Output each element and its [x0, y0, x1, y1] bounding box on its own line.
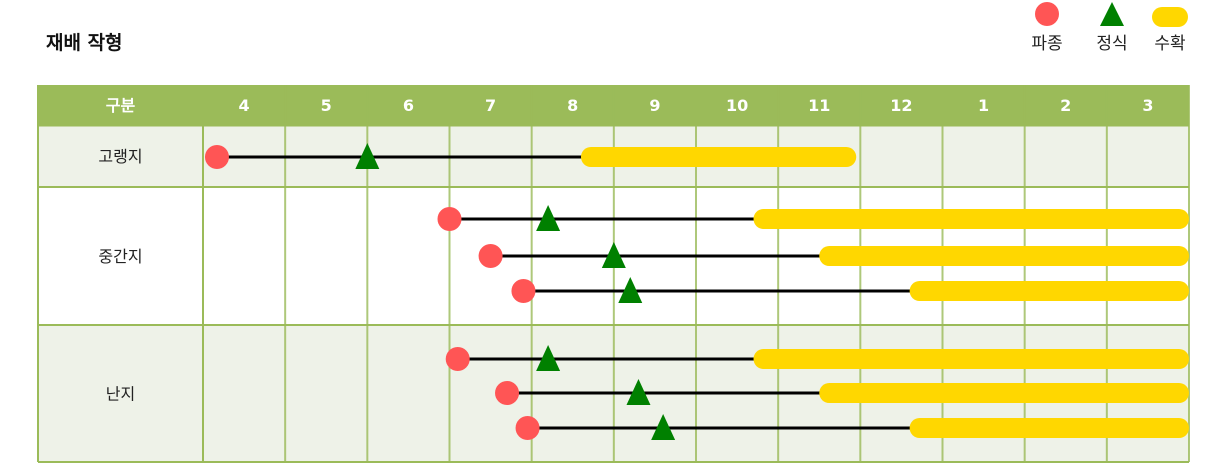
legend-harvest-icon — [1152, 7, 1188, 27]
harvest-bar — [819, 383, 1189, 403]
transplant-marker — [651, 414, 676, 440]
transplant-marker — [601, 242, 626, 268]
sow-marker — [204, 145, 229, 169]
sow-marker — [478, 244, 503, 268]
harvest-bar — [580, 147, 857, 167]
harvest-bar — [909, 281, 1189, 301]
sow-marker — [437, 207, 462, 231]
month-label-11: 11 — [808, 96, 830, 115]
month-label-4: 4 — [239, 96, 250, 115]
transplant-marker — [355, 143, 380, 169]
harvest-bar — [909, 418, 1189, 438]
row-label: 중간지 — [98, 247, 142, 266]
sow-marker — [495, 381, 520, 405]
chart-title: 재배 작형 — [46, 32, 123, 54]
month-label-12: 12 — [890, 96, 912, 115]
legend-sow-icon — [1035, 2, 1059, 26]
month-label-7: 7 — [485, 96, 496, 115]
month-label-9: 9 — [649, 96, 660, 115]
row-label: 고랭지 — [98, 147, 142, 166]
month-label-3: 3 — [1142, 96, 1153, 115]
sow-marker — [511, 279, 536, 303]
legend-transplant-icon — [1100, 2, 1124, 26]
legend-label: 파종 — [1031, 34, 1062, 54]
month-label-1: 1 — [978, 96, 989, 115]
month-label-8: 8 — [567, 96, 578, 115]
month-label-6: 6 — [403, 96, 414, 115]
transplant-marker — [626, 379, 651, 405]
transplant-marker — [536, 205, 561, 231]
legend-label: 정식 — [1096, 34, 1127, 54]
legend-label: 수확 — [1154, 34, 1185, 54]
harvest-bar — [819, 246, 1189, 266]
row-label: 난지 — [106, 385, 135, 404]
sow-marker — [515, 416, 540, 440]
harvest-bar — [753, 349, 1189, 369]
header-label: 구분 — [106, 96, 136, 115]
month-label-5: 5 — [321, 96, 332, 115]
harvest-bar — [753, 209, 1189, 229]
transplant-marker — [536, 345, 561, 371]
month-label-2: 2 — [1060, 96, 1071, 115]
month-label-10: 10 — [726, 96, 748, 115]
transplant-marker — [618, 277, 643, 303]
sow-marker — [445, 347, 470, 371]
